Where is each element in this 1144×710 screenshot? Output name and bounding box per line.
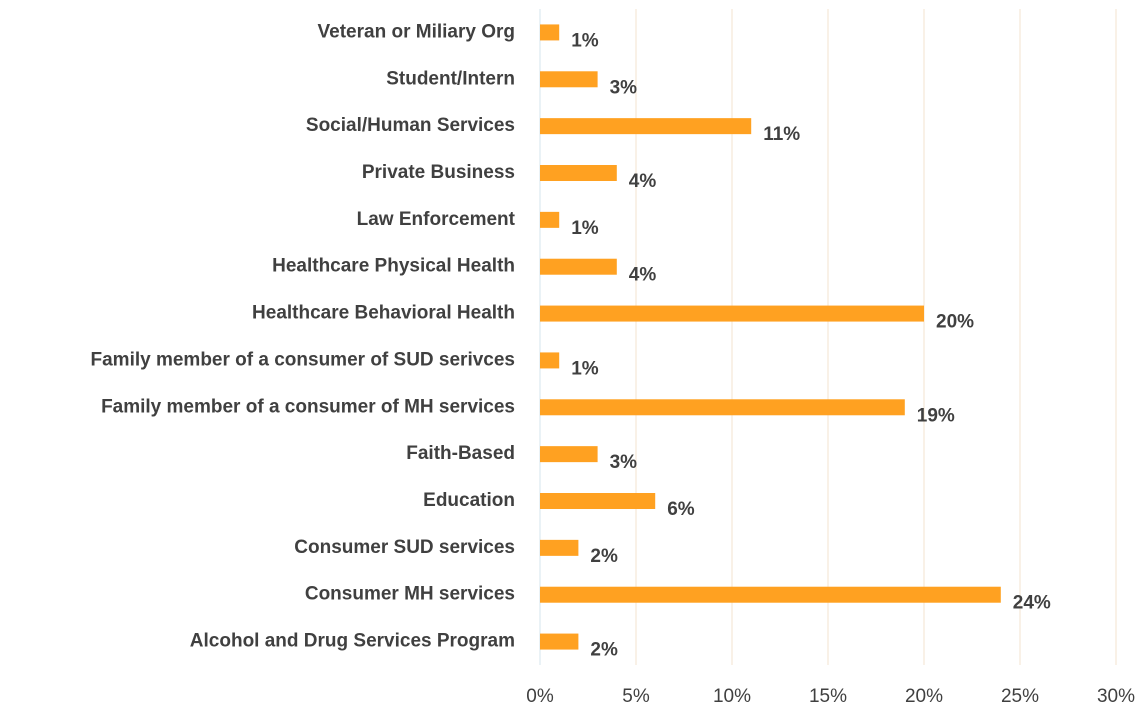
x-tick-label: 25% [1001, 686, 1039, 707]
value-label: 3% [610, 452, 638, 473]
value-label: 24% [1013, 593, 1051, 614]
bar [540, 305, 924, 322]
bar [540, 211, 560, 228]
y-tick-label: Faith-Based [406, 443, 515, 464]
x-tick-label: 30% [1097, 686, 1135, 707]
value-label: 4% [629, 265, 657, 286]
value-label: 1% [571, 30, 599, 51]
y-tick-label: Student/Intern [386, 68, 515, 89]
value-label: 20% [936, 312, 974, 333]
value-label: 2% [590, 640, 618, 661]
y-tick-label: Healthcare Behavioral Health [252, 303, 515, 324]
x-tick-label: 15% [809, 686, 847, 707]
x-tick-label: 0% [526, 686, 554, 707]
y-tick-label: Private Business [362, 162, 515, 183]
bar [540, 539, 579, 556]
y-tick-label: Healthcare Physical Health [272, 256, 515, 277]
y-tick-label: Consumer MH services [305, 584, 515, 605]
value-label: 2% [590, 546, 618, 567]
x-tick-label: 10% [713, 686, 751, 707]
y-tick-label: Consumer SUD services [294, 537, 515, 558]
y-tick-label: Veteran or Miliary Org [318, 21, 515, 42]
bar [540, 71, 598, 88]
bar [540, 352, 560, 369]
y-tick-label: Family member of a consumer of SUD seriv… [91, 349, 516, 370]
y-tick-label: Social/Human Services [306, 115, 515, 136]
bar [540, 399, 905, 416]
bar [540, 633, 579, 650]
bar [540, 165, 617, 181]
value-label: 6% [667, 499, 695, 520]
bar [540, 586, 1001, 603]
value-label: 3% [610, 77, 638, 98]
x-tick-label: 5% [622, 686, 650, 707]
y-tick-label: Law Enforcement [357, 209, 516, 230]
value-label: 4% [629, 171, 657, 192]
bar [540, 493, 656, 509]
value-label: 19% [917, 405, 955, 426]
bar [540, 24, 560, 41]
x-tick-label: 20% [905, 686, 943, 707]
bar [540, 258, 617, 275]
value-label: 1% [571, 358, 599, 379]
value-label: 11% [763, 124, 800, 145]
bar [540, 446, 598, 463]
value-label: 1% [571, 218, 599, 239]
y-tick-label: Alcohol and Drug Services Program [190, 631, 515, 652]
y-tick-label: Family member of a consumer of MH servic… [101, 396, 515, 417]
y-tick-label: Education [423, 490, 515, 511]
bar [540, 118, 752, 135]
